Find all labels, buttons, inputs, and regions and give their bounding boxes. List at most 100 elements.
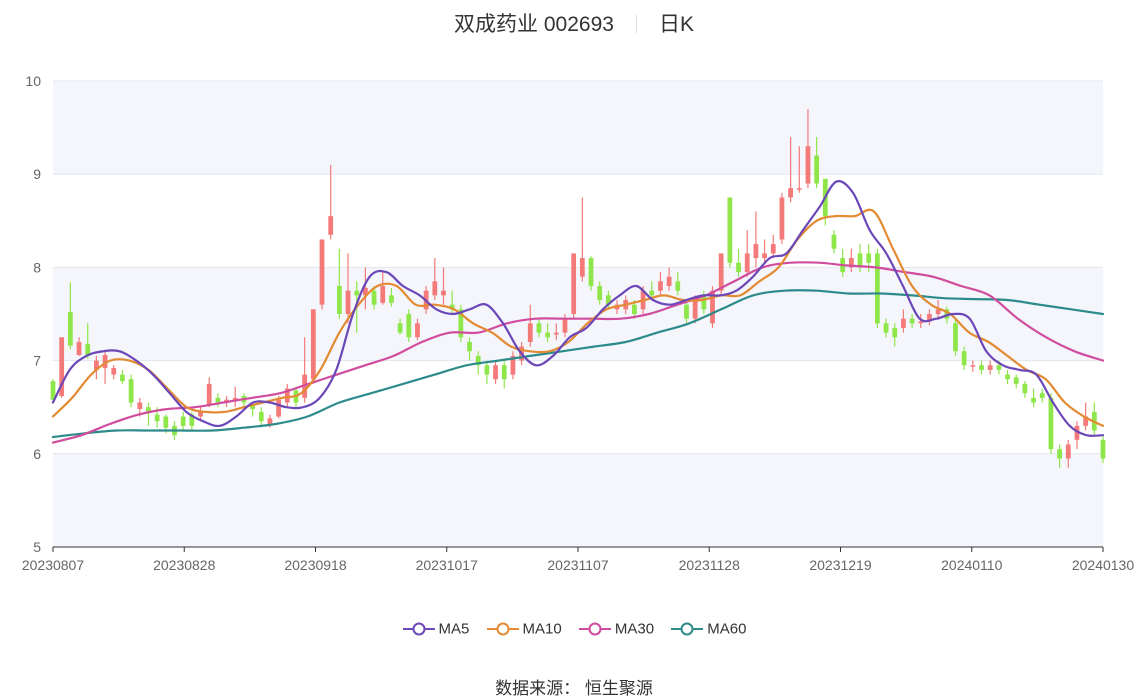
x-tick-label: 20231107 (547, 557, 608, 573)
period-label: 日K (658, 13, 694, 36)
candle-body (553, 332, 559, 335)
candle-body (848, 258, 854, 268)
candle-body (319, 239, 325, 305)
candle-body (128, 379, 134, 403)
candle-body (788, 188, 793, 198)
legend-circle-icon (680, 622, 694, 636)
candle-body (1057, 449, 1062, 459)
candle-body (1005, 374, 1010, 380)
candle-body (796, 188, 802, 190)
candle-body (336, 286, 342, 314)
candle-body (328, 216, 334, 235)
candle-body (102, 355, 108, 369)
candle-body (588, 258, 594, 287)
legend-item-ma60[interactable]: MA60 (670, 620, 746, 638)
candle-body (85, 343, 91, 356)
candle-body (111, 368, 117, 375)
candle-body (484, 365, 490, 375)
candle-body (510, 355, 516, 375)
y-tick-label: 5 (33, 539, 41, 555)
candle-body (76, 341, 82, 356)
line-ma60 (51, 289, 1105, 439)
candle-body (458, 309, 464, 338)
line-ma30 (51, 261, 1105, 444)
source-value: 恒生聚源 (584, 679, 653, 698)
x-tick-label: 20231017 (416, 557, 479, 573)
legend-circle-icon (412, 622, 426, 636)
legend-label-ma10: MA10 (522, 620, 562, 638)
candle-body (970, 365, 976, 367)
legend-item-ma30[interactable]: MA30 (578, 620, 654, 638)
candle-body (1074, 425, 1080, 440)
line-ma5 (51, 180, 1105, 437)
candle-body (710, 290, 715, 324)
candle-body (727, 197, 733, 263)
candle-body (579, 258, 585, 277)
candle-body (666, 276, 672, 287)
candle-body (1031, 397, 1036, 403)
candle-body (961, 351, 967, 366)
legend-marker-ma10 (486, 622, 519, 636)
candle-body (154, 414, 160, 422)
candle-body (718, 253, 724, 291)
candle-body (232, 397, 238, 400)
candle-body (475, 355, 481, 366)
candle-body (146, 407, 151, 412)
candle-body (571, 253, 577, 314)
candle-body (918, 321, 924, 324)
candle-body (901, 318, 906, 328)
candle-body (779, 197, 785, 240)
candle-body (50, 381, 56, 400)
candle-body (493, 365, 498, 380)
candle-body (59, 337, 65, 397)
candle-body (527, 323, 533, 342)
legend-item-ma5[interactable]: MA5 (402, 620, 470, 638)
candle-body (276, 399, 282, 417)
candle-body (258, 411, 264, 422)
candle-body (692, 300, 698, 319)
legend-label-ma60: MA60 (707, 620, 747, 638)
candle-body (562, 318, 568, 333)
candle-body (909, 318, 915, 324)
candle-body (501, 365, 507, 380)
candle-body (267, 418, 273, 424)
candle-body (363, 287, 368, 296)
candle-body (605, 295, 611, 305)
stock-name-code: 双成药业 002693 (454, 13, 614, 36)
candle-body (432, 281, 438, 296)
candle-body (120, 374, 125, 382)
legend-marker-ma60 (671, 622, 704, 636)
candle-body (67, 312, 73, 346)
candle-body (449, 304, 455, 310)
legend-label-ma5: MA5 (438, 620, 470, 638)
candle-body (857, 253, 863, 268)
grid-band (53, 81, 1103, 175)
candle-body (467, 341, 472, 352)
candle-body (979, 365, 984, 370)
candle-body (658, 281, 663, 291)
candle-body (1065, 444, 1071, 459)
candle-body (415, 323, 420, 338)
candle-body (180, 416, 186, 426)
candle-body (1013, 377, 1019, 384)
data-source: 数据来源： 恒生聚源 (0, 674, 1148, 699)
candle-body (189, 414, 195, 426)
legend-circle-icon (588, 622, 602, 636)
candle-body (545, 332, 551, 338)
candle-body (310, 309, 316, 380)
candle-body (736, 262, 741, 273)
candle-body (701, 295, 707, 310)
candle-body (814, 155, 820, 184)
candle-body (883, 323, 889, 333)
legend-item-ma10[interactable]: MA10 (486, 620, 562, 638)
y-tick-label: 9 (33, 166, 41, 182)
y-tick-label: 10 (25, 73, 41, 89)
y-tick-label: 7 (33, 353, 41, 369)
candle-body (744, 253, 750, 273)
candle-body (371, 290, 377, 305)
x-tick-label: 20240130 (1072, 557, 1135, 573)
candle-body (354, 290, 360, 296)
legend-circle-icon (496, 622, 510, 636)
candle-body (805, 146, 811, 184)
candle-body (206, 383, 212, 406)
